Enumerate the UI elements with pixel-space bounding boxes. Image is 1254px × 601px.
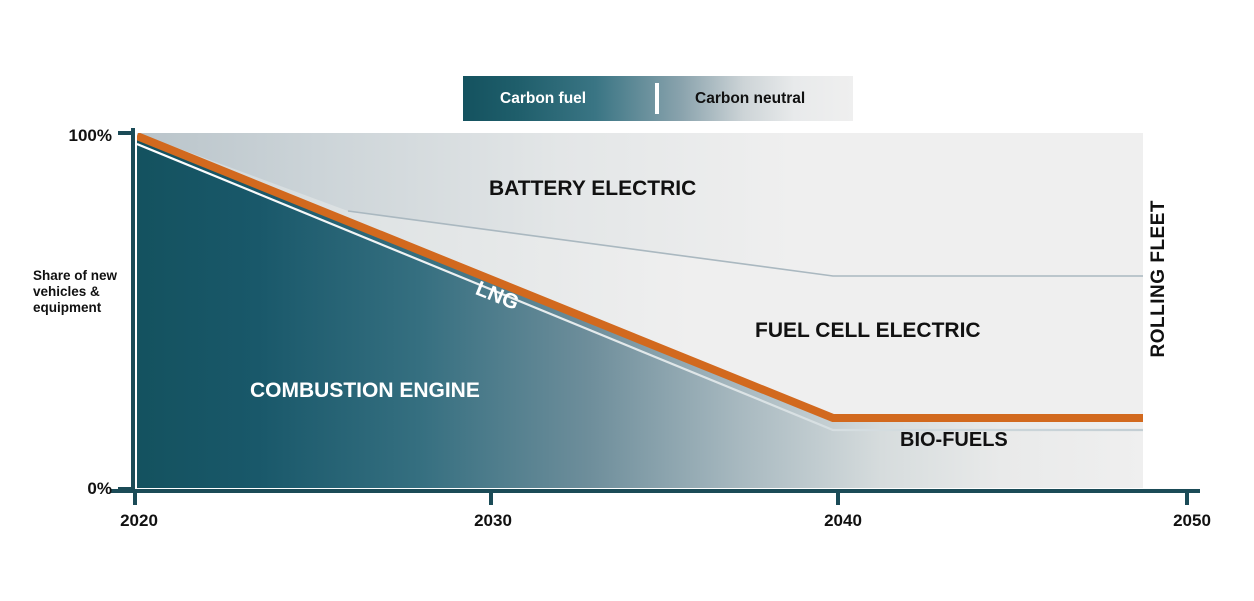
y-tick-100: [118, 131, 132, 135]
legend-divider: [655, 83, 659, 114]
region-combustion-engine-lng: [137, 136, 1143, 488]
region-label-battery-electric: BATTERY ELECTRIC: [489, 177, 697, 200]
x-tick-2050: [1185, 492, 1189, 505]
x-axis-label-2040: 2040: [824, 511, 862, 530]
y-tick-0: [118, 487, 132, 491]
lng-boundary-line: [137, 142, 1143, 432]
legend-carbon-neutral-label: Carbon neutral: [695, 90, 806, 107]
legend-gradient-bar: Carbon fuel Carbon neutral: [463, 76, 853, 121]
battery-electric-boundary-line: [347, 210, 1143, 277]
y-axis-label-0: 0%: [87, 479, 112, 498]
y-axis-line: [131, 128, 135, 493]
legend-carbon-fuel-label: Carbon fuel: [500, 90, 587, 107]
x-tick-2020: [133, 492, 137, 505]
x-axis-label-2030: 2030: [474, 511, 512, 530]
region-label-combustion-engine: COMBUSTION ENGINE: [250, 379, 480, 402]
chart-svg: [137, 133, 1143, 488]
x-tick-2030: [489, 492, 493, 505]
region-label-fuel-cell-electric: FUEL CELL ELECTRIC: [755, 319, 981, 342]
y-axis-title: Share of new vehicles & equipment: [33, 268, 118, 315]
rolling-fleet-axis-title: ROLLING FLEET: [1148, 200, 1169, 358]
x-axis-line: [110, 489, 1200, 493]
x-axis-label-2020: 2020: [120, 511, 158, 530]
region-label-bio-fuels: BIO-FUELS: [900, 429, 1008, 451]
x-tick-2040: [836, 492, 840, 505]
y-axis-label-100: 100%: [68, 126, 112, 145]
carbon-fuel-boundary-line: [137, 133, 1143, 422]
x-axis-label-2050: 2050: [1173, 511, 1211, 530]
plot-area: [137, 133, 1143, 488]
